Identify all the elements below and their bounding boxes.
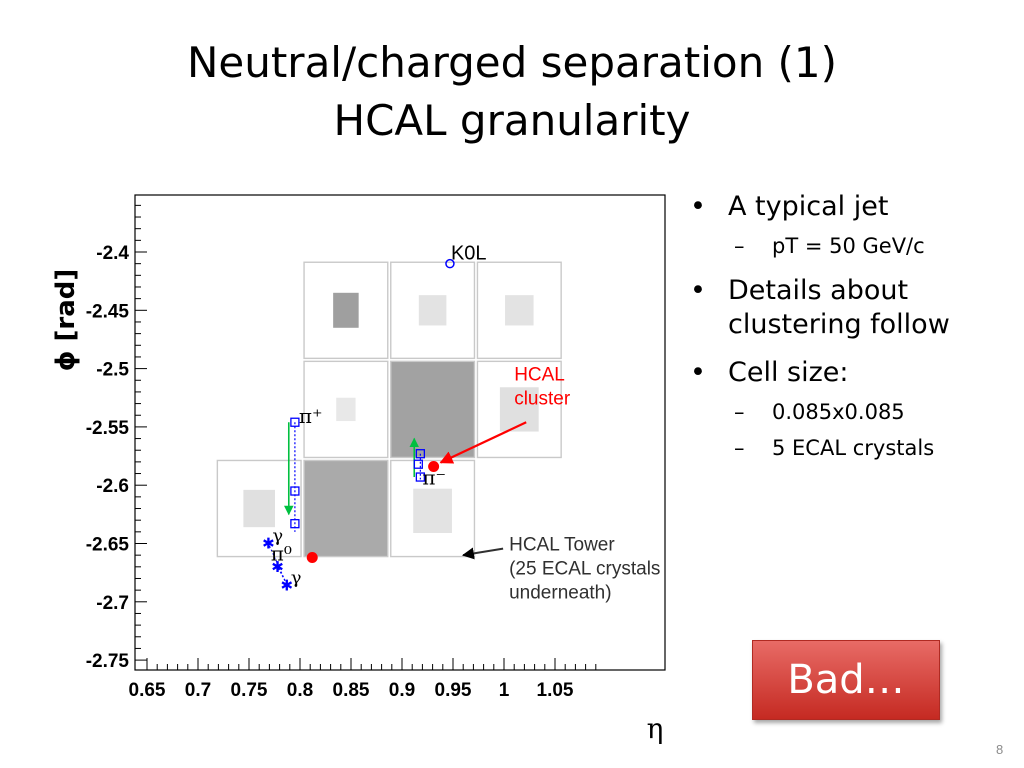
track-hit-marker [290, 486, 300, 496]
x-tick-label: 0.95 [435, 680, 472, 701]
K0L-label: K0L [451, 243, 487, 265]
y-axis-title: ϕ [rad] [51, 269, 81, 372]
bullet-dot: • [690, 191, 706, 222]
x-tick-label: 1 [499, 680, 510, 701]
track-hit-marker [413, 459, 423, 469]
photon-star-marker: ✱ [262, 535, 275, 553]
photon-label: γ [272, 526, 283, 547]
y-tick-label: -2.55 [86, 418, 130, 439]
ecal-deposit [333, 292, 359, 328]
hcal-cell [303, 360, 389, 459]
hcal-cluster-label-line: cluster [514, 388, 571, 409]
bullet-text: Cell size: [728, 357, 849, 388]
bullet-text: A typical jet [728, 191, 889, 222]
ecal-deposit [505, 295, 534, 326]
x-tick-label: 1.05 [537, 680, 574, 701]
pi-minus-label: π⁻ [422, 466, 446, 490]
x-axis-title: η [647, 712, 664, 745]
y-tick-label: -2.45 [86, 301, 130, 322]
y-tick-label: -2.65 [86, 535, 130, 556]
ecal-deposit [336, 397, 356, 422]
bullet-item: • A typical jet [686, 190, 1016, 224]
track-hit-marker [290, 417, 300, 427]
ecal-deposit [499, 387, 539, 432]
ecal-deposit [418, 295, 447, 326]
x-tick-label: 0.65 [129, 680, 166, 701]
slide-number: 8 [996, 742, 1004, 757]
annotation-arrow [461, 547, 504, 560]
photon-star-marker: ✱ [271, 558, 284, 576]
hcal-tower-label-line: (25 ECAL crystals [509, 559, 660, 580]
y-tick-label: -2.6 [96, 476, 129, 497]
track-hit-marker [290, 519, 300, 529]
annotation-arrow [439, 421, 527, 464]
x-tick-label: 0.9 [389, 680, 415, 701]
y-tick-label: -2.7 [96, 593, 129, 614]
cluster-dot [428, 461, 440, 473]
K0L-marker [445, 258, 455, 269]
x-tick-label: 0.75 [231, 680, 268, 701]
annotations: HCAL cluster HCAL Tower (25 ECAL crystals un… [439, 364, 660, 604]
pi-plus-label: π⁺ [299, 404, 323, 428]
cluster-dot [306, 551, 318, 563]
hcal-cell [303, 459, 389, 558]
y-tick-label: -2.75 [86, 651, 130, 672]
track-hit-marker [415, 472, 426, 482]
sub-bullet-text: 5 ECAL crystals [772, 436, 935, 460]
decay-line [277, 566, 288, 585]
slide-title: Neutral/charged separation (1) HCAL gran… [0, 34, 1024, 150]
track-hit-marker [415, 449, 426, 459]
pi-zero-label: π⁰ [271, 541, 292, 565]
x-tick-label: 0.85 [333, 680, 370, 701]
sub-bullet-text: 0.085x0.085 [772, 400, 905, 424]
y-tick-label: -2.5 [96, 360, 129, 381]
y-tick-label: -2.4 [96, 243, 129, 264]
sub-bullet-text: pT = 50 GeV/c [772, 234, 925, 258]
bullet-dot: • [690, 357, 706, 388]
hcal-cells [216, 261, 562, 558]
hcal-tower-label-line: HCAL Tower [509, 535, 615, 556]
dash-mark: – [734, 234, 745, 258]
dash-mark: – [734, 400, 745, 424]
dash-mark: – [734, 436, 745, 460]
x-tick-label: 0.8 [287, 680, 313, 701]
bullet-text: Details about clustering follow [728, 275, 950, 340]
axes: 0.65 0.7 0.75 0.8 0.85 0.9 0.95 1 1.05 -2.4 -2.45 -… [51, 204, 664, 745]
sub-bullet-item: – 5 ECAL crystals [686, 434, 1016, 462]
ecal-deposit [413, 488, 452, 534]
photon-label: γ [291, 567, 302, 588]
ecal-deposit [243, 489, 276, 528]
hcal-cluster-label-line: HCAL [514, 364, 565, 385]
title-line-2: HCAL granularity [333, 96, 691, 145]
hcal-cell [390, 360, 476, 459]
decay-line [267, 543, 288, 585]
title-line-1: Neutral/charged separation (1) [186, 38, 838, 87]
bullet-list: • A typical jet – pT = 50 GeV/c • Detail… [686, 190, 1016, 476]
bullet-item: • Cell size: [686, 356, 1016, 390]
bullet-dot: • [690, 275, 706, 306]
sub-bullet-item: – pT = 50 GeV/c [686, 232, 1016, 260]
sub-bullet-item: – 0.085x0.085 [686, 398, 1016, 426]
bad-verdict-badge: Bad… [752, 640, 940, 720]
bullet-item: • Details about clustering follow [686, 274, 1016, 342]
x-tick-label: 0.7 [185, 680, 211, 701]
hcal-tower-label-line: underneath) [509, 583, 611, 604]
photon-star-marker: ✱ [280, 576, 293, 594]
